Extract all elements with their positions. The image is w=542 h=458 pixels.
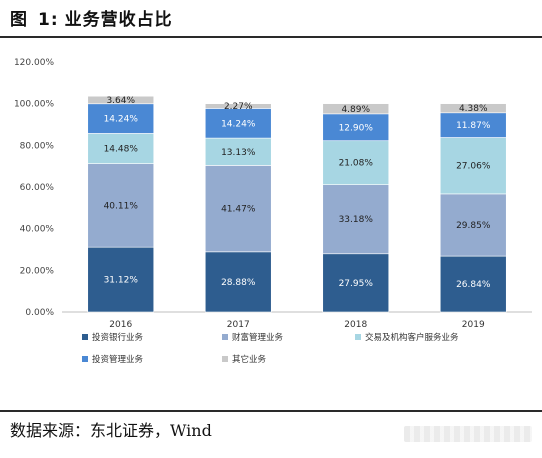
top-rule [0, 36, 542, 38]
data-label: 31.12% [104, 276, 139, 286]
data-label: 40.11% [104, 201, 139, 211]
stacked-bar-chart: 0.00% 20.00% 40.00% 60.00% 80.00% 100.00% 120.… [14, 58, 532, 365]
x-tick-label: 2019 [462, 320, 485, 330]
data-label: 4.89% [341, 105, 370, 115]
legend-label: 交易及机构客户服务业务 [365, 332, 459, 343]
data-label: 14.24% [221, 119, 256, 129]
data-label: 13.13% [221, 148, 256, 158]
figure-title: 图 1: 业务营收占比 [10, 6, 173, 34]
data-labels: 31.12% 40.11% 14.48% 14.24% 3.64% 28.88% 41.47… [104, 96, 491, 290]
legend-label: 其它业务 [232, 354, 267, 365]
legend-swatch [82, 356, 88, 362]
data-label: 14.48% [104, 145, 139, 155]
figure-label: 图 [10, 10, 28, 30]
y-tick-label: 80.00% [20, 141, 55, 151]
data-label: 11.87% [456, 121, 491, 131]
bars [87, 95, 507, 313]
data-label: 21.08% [339, 159, 374, 169]
bar-segment-2 [87, 163, 155, 248]
bar-segment-5 [439, 103, 507, 114]
data-label: 4.38% [459, 104, 488, 114]
data-label: 14.24% [104, 115, 139, 125]
y-tick-label: 0.00% [25, 308, 54, 318]
bar-segment-4 [439, 112, 507, 138]
data-label: 3.64% [106, 96, 135, 106]
legend-swatch [355, 334, 361, 340]
legend-swatch [82, 334, 88, 340]
figure-number: 1: [38, 10, 59, 30]
bar-segment-3 [322, 140, 390, 185]
bar-segment-5 [204, 103, 272, 109]
legend-swatch [222, 356, 228, 362]
x-tick-label: 2018 [344, 320, 367, 330]
bar-segment-4 [322, 113, 390, 142]
bar-segment-2 [439, 193, 507, 257]
bar-segment-2 [322, 184, 390, 255]
y-tick-label: 40.00% [20, 225, 55, 235]
data-label: 2.27% [224, 102, 253, 112]
bar-segment-5 [87, 95, 155, 105]
data-label: 28.88% [221, 278, 256, 288]
x-axis: 2016 2017 2018 2019 [109, 320, 485, 330]
bar-segment-3 [204, 137, 272, 166]
data-label: 26.84% [456, 280, 491, 290]
bottom-rule [0, 410, 542, 412]
x-tick-label: 2017 [227, 320, 250, 330]
bar-segment-1 [87, 246, 155, 313]
bar-segment-3 [439, 137, 507, 195]
legend-label: 投资银行业务 [92, 332, 144, 343]
data-label: 33.18% [339, 215, 374, 225]
y-tick-label: 120.00% [14, 58, 54, 68]
bar-segment-5 [322, 103, 390, 115]
bar-segment-3 [87, 133, 155, 164]
x-tick-label: 2016 [109, 320, 132, 330]
y-tick-label: 60.00% [20, 183, 55, 193]
bar-segment-1 [322, 253, 390, 313]
legend-swatch [222, 334, 228, 340]
data-label: 27.95% [339, 279, 374, 289]
y-tick-label: 100.00% [14, 100, 54, 110]
legend-label: 财富管理业务 [232, 332, 284, 343]
data-label: 27.06% [456, 162, 491, 172]
legend-label: 投资管理业务 [92, 354, 144, 365]
y-tick-label: 20.00% [20, 266, 55, 276]
bar-segment-1 [439, 255, 507, 313]
source-note: 数据来源：东北证券，Wind [10, 421, 212, 440]
bar-segment-4 [204, 108, 272, 139]
data-label: 12.90% [339, 123, 374, 133]
figure-title-text: 业务营收占比 [64, 10, 173, 30]
data-label: 29.85% [456, 221, 491, 231]
data-label: 41.47% [221, 205, 256, 215]
watermark [404, 426, 532, 442]
